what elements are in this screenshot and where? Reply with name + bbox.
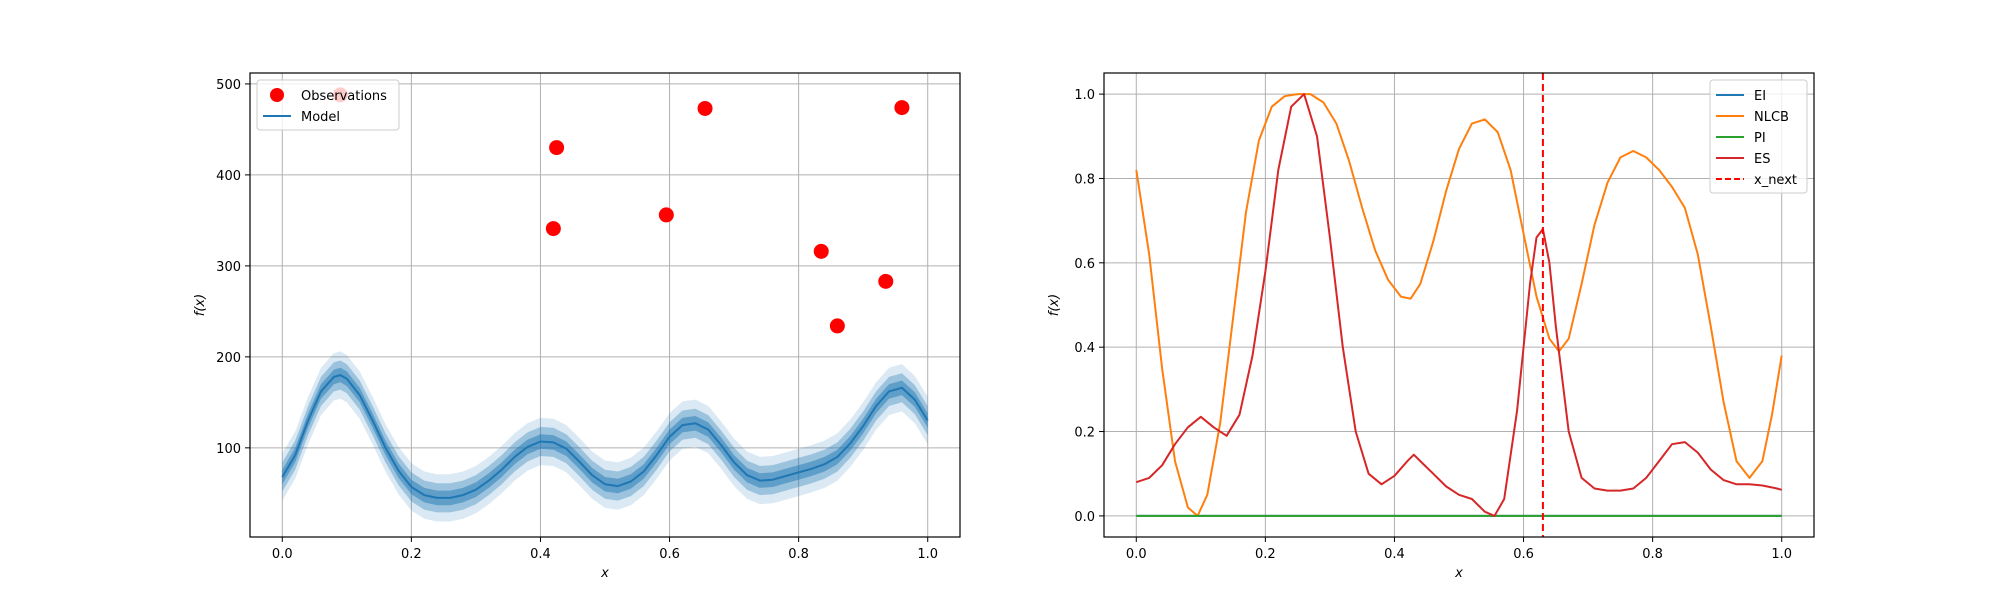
- observation-point: [878, 273, 894, 289]
- y-tick-label: 0.6: [1074, 257, 1095, 272]
- y-tick-label: 0.4: [1074, 341, 1095, 356]
- legend-box: [1709, 79, 1808, 194]
- y-tick-label: 100: [216, 442, 241, 457]
- y-tick-label: 0.8: [1074, 172, 1095, 187]
- legend-label-pi: PI: [1754, 131, 1766, 146]
- y-axis-label: f(x): [1047, 294, 1062, 316]
- y-tick-label: 400: [216, 169, 241, 184]
- y-tick-label: 0.0: [1074, 510, 1095, 525]
- axes-frame: [1103, 72, 1815, 538]
- x-tick-label: 0.6: [659, 547, 680, 562]
- x-tick-label: 0.8: [1642, 547, 1663, 562]
- confidence-band: [282, 360, 928, 513]
- y-tick-label: 1.0: [1074, 88, 1095, 103]
- plot-area: [281, 87, 929, 522]
- x-tick-label: 0.0: [272, 547, 293, 562]
- observation-point: [894, 100, 910, 116]
- legend-box: [256, 79, 400, 131]
- observation-point: [549, 140, 565, 156]
- x-tick-label: 0.4: [1384, 547, 1405, 562]
- y-tick-label: 0.2: [1074, 426, 1095, 441]
- legend-label-x_next: x_next: [1754, 173, 1797, 188]
- x-tick-label: 0.4: [530, 547, 551, 562]
- observation-point: [658, 207, 674, 223]
- y-tick-label: 300: [216, 260, 241, 275]
- chart-panel-1: 0.0 0.2 0.4 0.6 0.8 1.0 100 200 300 400 500 x f(x) Ob…: [193, 72, 961, 581]
- y-axis-label: f(x): [193, 294, 208, 316]
- legend: Observations Model: [256, 79, 400, 131]
- confidence-band: [282, 351, 928, 522]
- series-line-es: [1135, 93, 1782, 517]
- legend-label-observations: Observations: [301, 89, 387, 104]
- legend-label-ei: EI: [1754, 89, 1766, 104]
- plot-area: [1135, 73, 1783, 537]
- y-tick-label: 200: [216, 351, 241, 366]
- y-tick-label: 500: [216, 78, 241, 93]
- observation-point: [813, 243, 829, 259]
- series-line-nlcb: [1135, 93, 1783, 517]
- observation-point: [697, 100, 713, 116]
- x-tick-label: 1.0: [1771, 547, 1792, 562]
- series-line-model: [281, 374, 929, 499]
- x-tick-label: 0.6: [1513, 547, 1534, 562]
- x-tick-label: 0.8: [788, 547, 809, 562]
- legend-label-nlcb: NLCB: [1754, 110, 1789, 125]
- observation-point: [829, 318, 845, 334]
- x-tick-label: 0.2: [401, 547, 422, 562]
- legend: EI NLCB PI ES x_next: [1709, 79, 1808, 194]
- x-tick-label: 1.0: [917, 547, 938, 562]
- x-tick-label: 0.0: [1126, 547, 1147, 562]
- confidence-band: [282, 367, 928, 506]
- legend-marker: [270, 88, 284, 102]
- axes-frame: [249, 72, 961, 538]
- legend-label-es: ES: [1754, 152, 1770, 167]
- x-tick-label: 0.2: [1255, 547, 1276, 562]
- x-axis-label: x: [600, 566, 609, 581]
- chart-panel-2: 0.0 0.2 0.4 0.6 0.8 1.0 0.0 0.2 0.4 0.6 0.8 1.0 x f(x…: [1047, 72, 1815, 581]
- observation-point: [545, 221, 561, 237]
- legend-label-model: Model: [301, 110, 340, 125]
- x-axis-label: x: [1454, 566, 1463, 581]
